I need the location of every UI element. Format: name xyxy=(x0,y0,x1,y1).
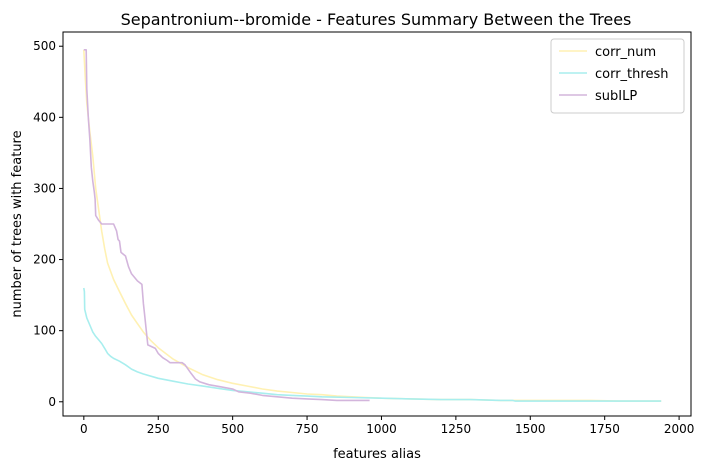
y-tick-label: 200 xyxy=(33,253,56,267)
y-tick-label: 500 xyxy=(33,39,56,53)
legend-label-corr-num: corr_num xyxy=(595,45,656,60)
x-tick-label: 2000 xyxy=(664,422,695,436)
x-axis: 0 250 500 750 1000 1250 1500 1750 2000 xyxy=(80,416,694,436)
x-tick-label: 1750 xyxy=(589,422,620,436)
y-axis: 0 100 200 300 400 500 xyxy=(33,39,63,409)
x-tick-label: 0 xyxy=(80,422,88,436)
series-line-subilp xyxy=(83,49,370,402)
legend-label-subilp: subILP xyxy=(595,89,637,104)
y-tick-label: 0 xyxy=(48,395,56,409)
x-axis-label: features alias xyxy=(333,447,421,462)
x-tick-label: 750 xyxy=(296,422,319,436)
series-line-corr-thresh xyxy=(83,287,662,402)
x-tick-label: 1500 xyxy=(515,422,546,436)
chart-title: Sepantronium--bromide - Features Summary… xyxy=(121,10,632,29)
y-tick-label: 100 xyxy=(33,324,56,338)
y-tick-label: 400 xyxy=(33,110,56,124)
x-tick-label: 500 xyxy=(221,422,244,436)
y-axis-label: number of trees with feature xyxy=(10,130,25,317)
legend-label-corr-thresh: corr_thresh xyxy=(595,67,668,82)
y-tick-label: 300 xyxy=(33,181,56,195)
plot-area xyxy=(83,49,662,402)
plot-frame xyxy=(62,31,692,417)
legend: corr_num corr_thresh subILP xyxy=(550,38,685,114)
x-tick-label: 250 xyxy=(147,422,170,436)
x-tick-label: 1000 xyxy=(366,422,397,436)
x-tick-label: 1250 xyxy=(441,422,472,436)
